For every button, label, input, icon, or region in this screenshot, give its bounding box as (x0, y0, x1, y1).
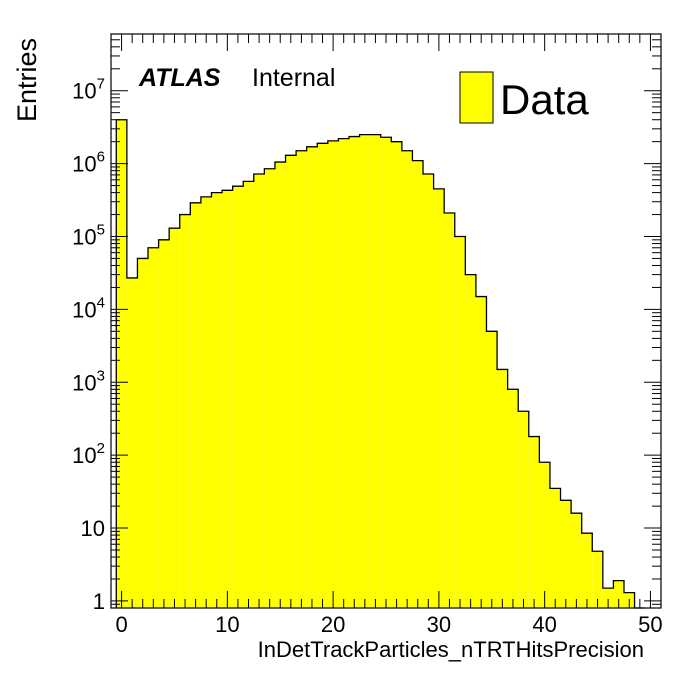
plot-frame (110, 33, 662, 609)
histogram-bin (148, 247, 159, 608)
histogram-bin (179, 214, 191, 608)
histogram-bin (169, 228, 180, 608)
histogram-bin (560, 500, 572, 608)
x-tick-label: 20 (321, 612, 345, 637)
histogram-bin (285, 155, 297, 608)
histogram-bin (380, 137, 392, 608)
histogram-bin (190, 202, 201, 608)
histogram-bin (222, 190, 233, 608)
histogram-bin (264, 168, 275, 609)
histogram-bin (433, 188, 445, 608)
histogram-bin (539, 462, 550, 608)
y-tick-label: 107 (72, 76, 105, 104)
y-tick-label: 102 (72, 440, 105, 468)
histogram-bin (327, 140, 339, 608)
x-tick-label: 10 (215, 612, 239, 637)
histogram-bin (423, 174, 434, 608)
y-tick-label: 103 (72, 367, 105, 395)
histogram-bin (253, 174, 265, 608)
histogram-bin (200, 196, 212, 609)
histogram-bin (581, 533, 593, 608)
x-tick-label: 0 (115, 612, 127, 637)
histogram-bin (486, 331, 498, 608)
x-tick-label: 50 (638, 612, 662, 637)
y-tick-label: 106 (72, 149, 105, 177)
histogram-bin (497, 369, 508, 608)
legend-swatch-data (459, 71, 494, 124)
histogram-bin (528, 436, 540, 608)
histogram-bin (211, 192, 223, 608)
histogram-bin (126, 277, 138, 608)
histogram-bin (571, 513, 582, 608)
y-tick-label: 105 (72, 221, 105, 249)
histogram-bars (115, 119, 646, 609)
histogram-bin (158, 239, 170, 609)
x-axis-label: InDetTrackParticles_nTRTHitsPrecision (258, 637, 644, 662)
legend: Data (459, 71, 589, 124)
tick-labels: 0 10 20 30 40 50 1 10 102 103 104 105 106 107 (72, 76, 662, 637)
atlas-label: ATLAS Internal (138, 64, 335, 92)
y-tick-label: 10 (81, 516, 105, 541)
histogram-bin (296, 150, 307, 608)
histogram-bin (549, 488, 561, 608)
y-tick-label: 104 (72, 294, 105, 322)
histogram-bin (306, 146, 318, 608)
x-tick-label: 40 (532, 612, 556, 637)
histogram-bin (348, 136, 360, 609)
y-tick-label: 1 (93, 589, 105, 614)
axis-ticks (110, 33, 662, 609)
histogram-bin (518, 411, 529, 608)
histogram-bin (370, 134, 381, 608)
histogram-bin (454, 236, 466, 608)
histogram-bin (401, 150, 413, 608)
x-tick-label: 30 (427, 612, 451, 637)
histogram-bin (412, 160, 424, 608)
histogram-bin (116, 119, 127, 608)
histogram-bin (465, 274, 476, 608)
legend-label-data: Data (500, 76, 589, 123)
histogram-bin (338, 138, 349, 609)
histogram-bin (602, 588, 614, 608)
atlas-label-internal: Internal (252, 64, 335, 92)
y-axis-label: Entries (12, 38, 42, 122)
histogram-bin (592, 551, 603, 608)
histogram-bin (444, 213, 455, 608)
histogram-bin (274, 162, 286, 608)
histogram-bin (475, 296, 487, 608)
histogram-bin (507, 389, 519, 608)
histogram-bin (613, 580, 624, 608)
histogram-bin (359, 134, 371, 608)
histogram-outline (115, 119, 646, 609)
histogram-bin (232, 186, 244, 608)
histogram-bin (243, 181, 254, 608)
atlas-label-bold: ATLAS (138, 64, 221, 92)
histogram-bin (391, 141, 402, 608)
histogram-bin (317, 143, 328, 608)
histogram-bin (137, 258, 149, 608)
